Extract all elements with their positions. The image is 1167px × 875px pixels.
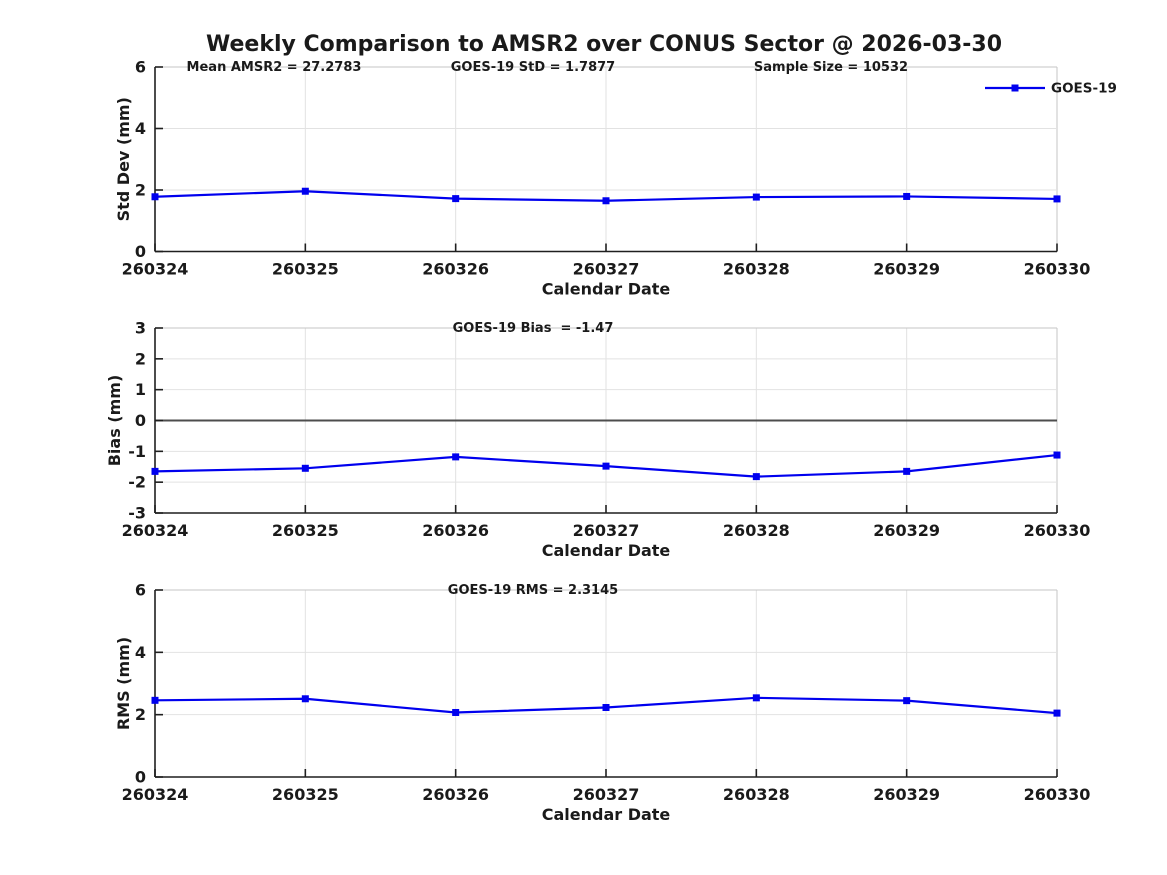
data-point-marker xyxy=(1053,451,1061,459)
x-tick-label: 260327 xyxy=(573,785,640,804)
data-point-marker xyxy=(452,708,460,716)
x-tick-label: 260327 xyxy=(573,260,640,279)
x-tick-label: 260329 xyxy=(873,521,940,540)
x-tick-label: 260326 xyxy=(422,521,489,540)
x-tick-label: 260329 xyxy=(873,785,940,804)
y-tick-label: -1 xyxy=(128,442,146,461)
x-tick-label: 260328 xyxy=(723,260,790,279)
y-tick-label: 6 xyxy=(135,581,146,600)
data-point-marker xyxy=(752,473,760,481)
data-point-marker xyxy=(301,187,309,195)
data-point-marker xyxy=(903,697,911,705)
subplot-std: 0 2 4 6 260324 260325 260326 260327 260328 260329… xyxy=(114,58,1117,299)
x-tick-label: 260326 xyxy=(422,785,489,804)
y-tick-label: 2 xyxy=(135,349,146,368)
stat-annotation: GOES-19 StD = 1.7877 xyxy=(451,60,615,75)
data-point-marker xyxy=(452,195,460,203)
y-axis-label: RMS (mm) xyxy=(114,637,133,730)
legend: GOES-19 xyxy=(985,81,1117,97)
data-point-marker xyxy=(301,695,309,703)
x-tick-label: 260325 xyxy=(272,521,339,540)
x-tick-label: 260324 xyxy=(122,785,189,804)
data-point-marker xyxy=(752,193,760,201)
y-tick-label: 1 xyxy=(135,380,146,399)
data-point-marker xyxy=(452,453,460,461)
y-tick-label: 0 xyxy=(135,768,146,787)
y-tick-label: 6 xyxy=(135,58,146,77)
data-point-marker xyxy=(903,192,911,200)
x-tick-label: 260325 xyxy=(272,260,339,279)
x-tick-label: 260328 xyxy=(723,521,790,540)
y-tick-label: -2 xyxy=(128,473,146,492)
x-tick-label: 260330 xyxy=(1024,521,1091,540)
x-axis-label: Calendar Date xyxy=(542,280,671,299)
x-tick-label: 260324 xyxy=(122,260,189,279)
subplot-rms: 0 2 4 6 260324 260325 260326 260327 260328 260329… xyxy=(114,581,1090,825)
x-tick-label: 260328 xyxy=(723,785,790,804)
subplot-bias: -3 -2 -1 0 1 2 3 260324 260325 260326 260327 260328… xyxy=(105,319,1090,561)
y-tick-label: 2 xyxy=(135,181,146,200)
x-tick-label: 260327 xyxy=(573,521,640,540)
stat-annotation: Mean AMSR2 = 27.2783 xyxy=(187,60,362,75)
data-point-marker xyxy=(1053,709,1061,717)
data-point-marker xyxy=(602,462,610,470)
data-point-marker xyxy=(151,696,159,704)
data-point-marker xyxy=(1053,195,1061,203)
x-tick-label: 260326 xyxy=(422,260,489,279)
legend-label: GOES-19 xyxy=(1051,81,1117,97)
x-tick-label: 260330 xyxy=(1024,260,1091,279)
data-point-marker xyxy=(752,694,760,702)
legend-marker xyxy=(1011,84,1019,92)
stat-annotation: GOES-19 RMS = 2.3145 xyxy=(448,583,618,598)
y-tick-label: 2 xyxy=(135,705,146,724)
data-point-marker xyxy=(602,703,610,711)
y-tick-label: 4 xyxy=(135,119,146,138)
y-tick-label: 3 xyxy=(135,319,146,338)
y-tick-label: 0 xyxy=(135,242,146,261)
y-tick-label: -3 xyxy=(128,504,146,523)
y-tick-label: 0 xyxy=(135,411,146,430)
chart-title: Weekly Comparison to AMSR2 over CONUS Se… xyxy=(206,32,1002,57)
data-point-marker xyxy=(151,193,159,201)
y-axis-label: Std Dev (mm) xyxy=(114,97,133,221)
y-tick-label: 4 xyxy=(135,643,146,662)
x-tick-label: 260324 xyxy=(122,521,189,540)
data-point-marker xyxy=(602,197,610,205)
x-tick-label: 260329 xyxy=(873,260,940,279)
x-axis-label: Calendar Date xyxy=(542,805,671,824)
data-point-marker xyxy=(151,467,159,475)
x-tick-label: 260325 xyxy=(272,785,339,804)
stat-annotation: GOES-19 Bias = -1.47 xyxy=(453,321,614,336)
x-tick-label: 260330 xyxy=(1024,785,1091,804)
y-axis-label: Bias (mm) xyxy=(105,375,124,467)
data-point-marker xyxy=(301,464,309,472)
data-point-marker xyxy=(903,467,911,475)
x-axis-label: Calendar Date xyxy=(542,541,671,560)
stat-annotation: Sample Size = 10532 xyxy=(754,60,908,75)
